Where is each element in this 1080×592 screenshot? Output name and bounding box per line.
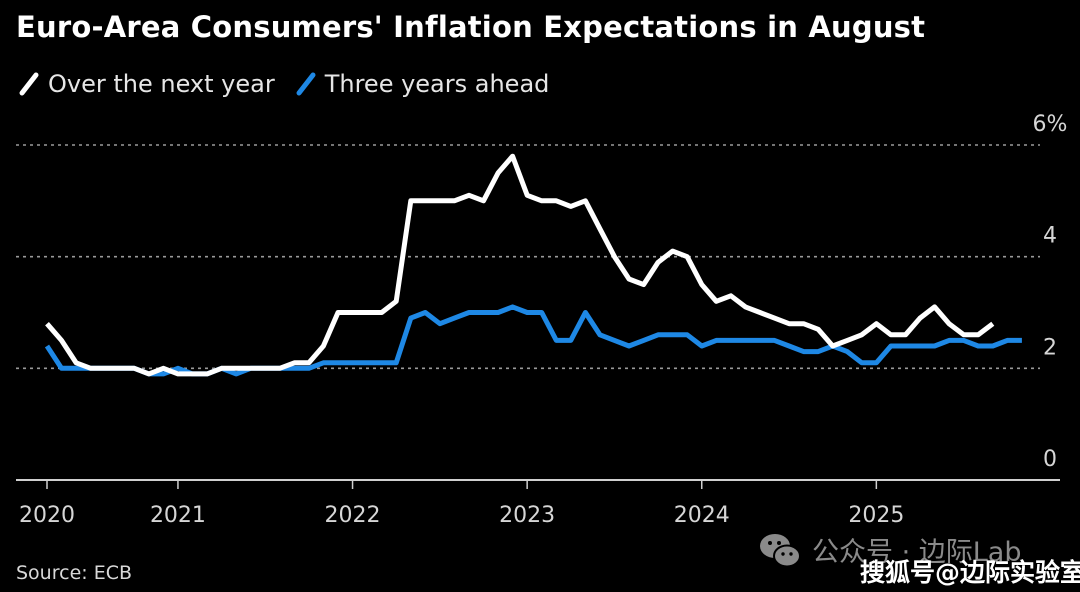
wechat-icon [760, 533, 801, 567]
x-tick-label-2021: 2021 [150, 503, 206, 528]
y-tick-label-0: 0 [1043, 447, 1057, 472]
watermark-wechat: 公众号 · 边际Lab [758, 530, 1021, 569]
watermark-text-2: 搜狐号@边际实验室 [860, 558, 1080, 587]
legend-swatch-white [19, 72, 39, 96]
watermark-text-1: 公众号 · 边际Lab [812, 537, 1022, 568]
x-tick-label-2023: 2023 [499, 503, 555, 528]
legend-item-three-years: Three years ahead [295, 70, 550, 98]
legend-swatch-blue [296, 72, 316, 96]
x-tick-label-2024: 2024 [674, 503, 730, 528]
series-line-over-the-next-year [45, 153, 995, 377]
chart-title: Euro-Area Consumers' Inflation Expectati… [16, 10, 926, 44]
x-tick-label-2022: 2022 [325, 503, 381, 528]
series-lines [44, 153, 1022, 377]
legend-item-next-year: Over the next year [18, 70, 275, 98]
y-tick-label-6: 6% [1033, 112, 1068, 137]
gridlines [16, 144, 1040, 370]
legend-label-three-years: Three years ahead [324, 70, 550, 98]
y-tick-label-2: 2 [1043, 335, 1057, 360]
x-tick-label-2020: 2020 [19, 503, 75, 528]
chart-legend: Over the next year Three years ahead [18, 70, 569, 98]
series-line-three-years-ahead [44, 304, 1022, 377]
y-tick-label-4: 4 [1043, 224, 1057, 249]
source-note: Source: ECB [16, 562, 133, 584]
legend-label-next-year: Over the next year [48, 70, 275, 98]
x-tick-label-2025: 2025 [848, 503, 904, 528]
x-axis: 2020 2021 2022 2023 2024 2025 [16, 479, 1060, 528]
y-axis-labels: 0 2 4 6% [1033, 112, 1068, 472]
